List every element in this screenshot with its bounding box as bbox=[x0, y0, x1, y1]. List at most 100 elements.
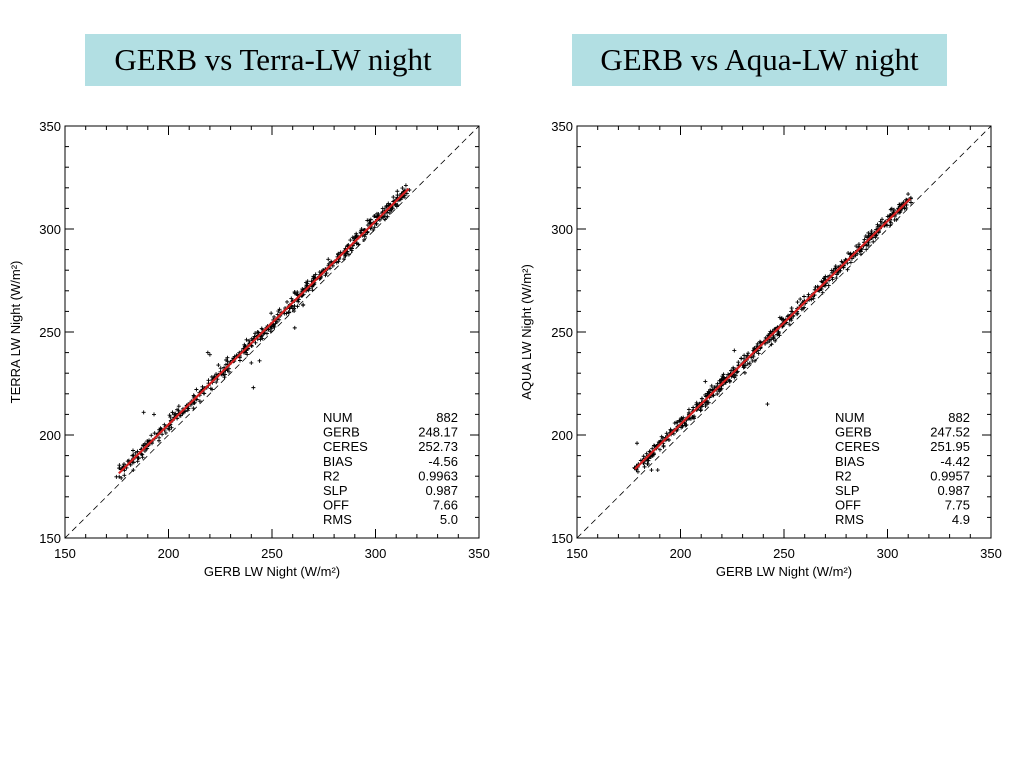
stat-label: RMS bbox=[323, 512, 352, 527]
data-point bbox=[691, 405, 696, 410]
regression-line bbox=[118, 187, 410, 475]
data-point bbox=[225, 355, 230, 360]
data-point bbox=[350, 246, 355, 251]
data-point bbox=[733, 373, 738, 378]
data-point bbox=[699, 396, 704, 401]
data-point bbox=[384, 205, 389, 210]
data-point bbox=[310, 284, 315, 289]
data-point bbox=[657, 447, 662, 452]
data-point bbox=[306, 288, 311, 293]
data-point bbox=[221, 372, 226, 377]
data-point bbox=[806, 292, 811, 297]
data-point bbox=[275, 320, 280, 325]
data-point bbox=[715, 381, 720, 386]
data-point bbox=[751, 354, 756, 359]
stat-value: 7.75 bbox=[945, 498, 970, 513]
data-point bbox=[389, 207, 394, 212]
data-point bbox=[145, 439, 150, 444]
data-point bbox=[845, 267, 850, 272]
data-point bbox=[131, 453, 136, 458]
data-point bbox=[894, 217, 899, 222]
data-point bbox=[295, 292, 300, 297]
data-point bbox=[677, 418, 682, 423]
data-point bbox=[668, 427, 673, 432]
data-point bbox=[888, 223, 893, 228]
data-point bbox=[777, 333, 782, 338]
data-point bbox=[869, 229, 874, 234]
stat-value: 882 bbox=[436, 410, 458, 425]
data-point bbox=[244, 337, 249, 342]
data-point bbox=[873, 233, 878, 238]
data-point bbox=[385, 214, 390, 219]
data-point bbox=[191, 406, 196, 411]
data-point bbox=[641, 454, 646, 459]
data-point bbox=[854, 244, 859, 249]
data-point bbox=[742, 365, 747, 370]
data-point bbox=[380, 206, 385, 211]
x-tick-label: 250 bbox=[773, 546, 795, 561]
stat-value: 247.52 bbox=[930, 425, 970, 440]
data-point bbox=[798, 297, 803, 302]
data-point bbox=[644, 451, 649, 456]
data-point bbox=[758, 340, 763, 345]
x-tick-label: 300 bbox=[365, 546, 387, 561]
data-point bbox=[218, 366, 223, 371]
data-point bbox=[787, 322, 792, 327]
data-point bbox=[753, 358, 758, 363]
data-point bbox=[790, 309, 795, 314]
axis-ticks bbox=[576, 125, 992, 539]
data-point bbox=[176, 404, 181, 409]
data-point bbox=[223, 362, 228, 367]
data-point bbox=[249, 344, 254, 349]
data-point bbox=[292, 289, 297, 294]
data-point bbox=[166, 426, 171, 431]
data-point bbox=[253, 340, 258, 345]
stat-label: GERB bbox=[835, 425, 872, 440]
data-point bbox=[277, 317, 282, 322]
data-point bbox=[170, 410, 175, 415]
data-point bbox=[789, 316, 794, 321]
stat-value: 0.9963 bbox=[418, 468, 458, 483]
data-point bbox=[324, 271, 329, 276]
data-point bbox=[367, 221, 372, 226]
data-point bbox=[149, 433, 154, 438]
data-point bbox=[355, 241, 360, 246]
data-point bbox=[243, 350, 248, 355]
data-point bbox=[735, 369, 740, 374]
data-point bbox=[799, 307, 804, 312]
data-point bbox=[313, 272, 318, 277]
data-point bbox=[194, 387, 199, 392]
x-tick-label: 350 bbox=[468, 546, 490, 561]
data-point bbox=[296, 297, 301, 302]
data-point bbox=[717, 389, 722, 394]
regression-line bbox=[634, 197, 912, 470]
data-point bbox=[651, 452, 656, 457]
data-point bbox=[703, 379, 708, 384]
data-point bbox=[767, 338, 772, 343]
stat-label: BIAS bbox=[835, 454, 865, 469]
stat-value: -4.56 bbox=[428, 454, 458, 469]
data-point bbox=[756, 351, 761, 356]
stat-label: R2 bbox=[323, 468, 340, 483]
stat-label: NUM bbox=[323, 410, 353, 425]
data-point bbox=[904, 206, 909, 211]
data-point bbox=[875, 222, 880, 227]
x-axis-label: GERB LW Night (W/m²) bbox=[716, 564, 852, 579]
data-point bbox=[773, 338, 778, 343]
data-point bbox=[202, 391, 207, 396]
data-point bbox=[197, 399, 202, 404]
stat-value: 251.95 bbox=[930, 439, 970, 454]
data-point bbox=[152, 431, 157, 436]
data-point bbox=[131, 468, 136, 473]
data-point bbox=[834, 272, 839, 277]
stat-value: 7.66 bbox=[433, 498, 458, 513]
y-tick-label: 350 bbox=[551, 119, 573, 134]
y-tick-label: 300 bbox=[39, 222, 61, 237]
data-point bbox=[680, 423, 685, 428]
data-point bbox=[122, 473, 127, 478]
tick-labels: 150 200 250 300 350 150 200 250 300 350 bbox=[551, 119, 1002, 561]
data-point bbox=[160, 432, 165, 437]
data-point bbox=[667, 438, 672, 443]
data-point bbox=[705, 391, 710, 396]
